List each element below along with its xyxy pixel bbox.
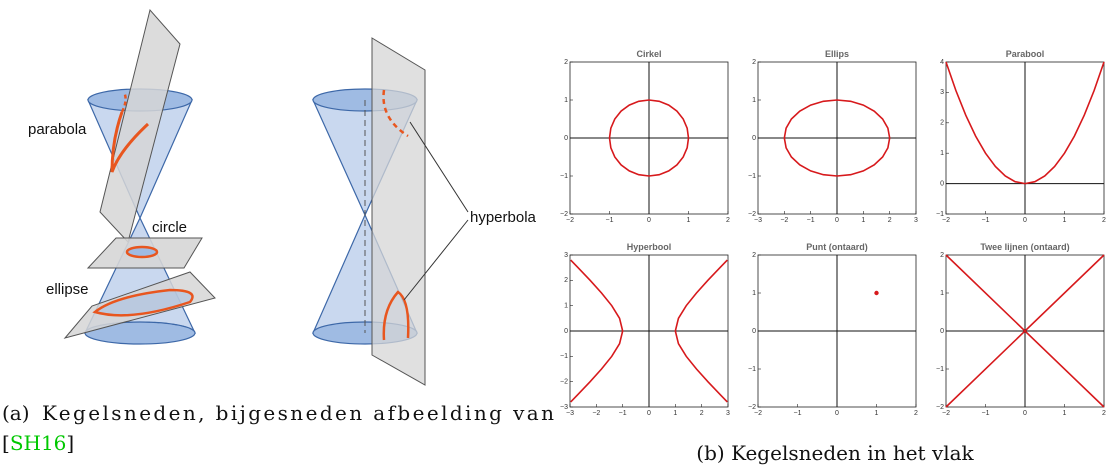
x-tick-label: −1 <box>807 217 815 224</box>
y-tick-label: 0 <box>564 135 568 142</box>
y-tick-label: 1 <box>752 97 756 104</box>
x-tick-label: 2 <box>726 217 730 224</box>
y-tick-label: 0 <box>940 180 944 187</box>
point <box>874 291 878 295</box>
x-tick-label: −1 <box>794 410 802 417</box>
y-tick-label: 1 <box>564 97 568 104</box>
y-tick-label: 0 <box>752 328 756 335</box>
x-tick-label: 0 <box>647 217 651 224</box>
x-tick-label: −2 <box>942 217 950 224</box>
plot-title: Cirkel <box>636 49 661 59</box>
x-tick-label: 3 <box>914 217 918 224</box>
label-ellipse: ellipse <box>46 281 89 298</box>
y-tick-label: −1 <box>748 173 756 180</box>
y-tick-label: 2 <box>940 120 944 127</box>
plot-title: Parabool <box>1006 49 1045 59</box>
x-tick-label: 2 <box>1102 217 1106 224</box>
x-tick-label: −1 <box>606 217 614 224</box>
x-tick-label: 1 <box>1063 410 1067 417</box>
y-tick-label: 1 <box>940 290 944 297</box>
plot: Cirkel −2 −1 0 1 2 −2 −1 0 1 2 <box>560 49 730 224</box>
x-tick-label: 0 <box>835 410 839 417</box>
y-tick-label: 1 <box>564 303 568 310</box>
citation: [SH16] <box>2 431 74 455</box>
y-tick-label: 2 <box>752 252 756 259</box>
x-tick-label: −1 <box>982 410 990 417</box>
y-tick-label: 1 <box>940 150 944 157</box>
x-tick-label: 2 <box>888 217 892 224</box>
x-tick-label: 1 <box>1063 217 1067 224</box>
y-tick-label: −1 <box>936 366 944 373</box>
x-tick-label: 1 <box>861 217 865 224</box>
y-tick-label: 0 <box>940 328 944 335</box>
caption-b: (b) Kegelsneden in het vlak <box>696 441 974 465</box>
y-tick-label: −2 <box>560 379 568 386</box>
x-tick-label: −2 <box>566 217 574 224</box>
y-tick-label: 2 <box>564 277 568 284</box>
x-tick-label: 0 <box>647 410 651 417</box>
y-tick-label: 0 <box>752 135 756 142</box>
x-tick-label: −2 <box>754 410 762 417</box>
y-tick-label: −1 <box>936 211 944 218</box>
y-tick-label: −1 <box>748 366 756 373</box>
x-tick-label: 2 <box>700 410 704 417</box>
y-tick-label: −2 <box>560 211 568 218</box>
x-tick-label: −1 <box>619 410 627 417</box>
y-tick-label: −1 <box>560 353 568 360</box>
plot-title: Punt (ontaard) <box>806 242 868 252</box>
x-tick-label: −2 <box>592 410 600 417</box>
x-tick-label: 1 <box>673 410 677 417</box>
y-tick-label: 2 <box>752 59 756 66</box>
x-tick-label: −2 <box>942 410 950 417</box>
x-tick-label: −2 <box>780 217 788 224</box>
caption-a: (a) Kegelsneden, bijgesneden afbeelding … <box>2 401 554 455</box>
y-tick-label: 2 <box>564 59 568 66</box>
citation-ref[interactable]: SH16 <box>10 431 67 455</box>
x-tick-label: −1 <box>982 217 990 224</box>
bracket: ] <box>66 431 74 455</box>
plot: Punt (ontaard) −2 −1 0 1 2 −2 −1 0 1 2 <box>748 242 918 417</box>
x-tick-label: 2 <box>1102 410 1106 417</box>
caption-label: (a) <box>2 401 30 425</box>
plot-title: Twee lijnen (ontaard) <box>980 242 1069 252</box>
y-tick-label: −2 <box>748 211 756 218</box>
x-tick-label: 2 <box>914 410 918 417</box>
y-tick-label: −2 <box>936 404 944 411</box>
bracket: [ <box>2 431 10 455</box>
plot: Hyperbool −3 −2 −1 0 1 2 3 −3 −2 −1 0 1 2 3 <box>560 242 730 417</box>
y-tick-label: −2 <box>748 404 756 411</box>
y-tick-label: 3 <box>564 252 568 259</box>
cone-illustration: parabola circle ellipse hyperbola <box>28 10 537 385</box>
plot: Twee lijnen (ontaard) −2 −1 0 1 2 −2 −1 0 1 2 <box>936 242 1106 417</box>
y-tick-label: 1 <box>752 290 756 297</box>
caption-text: Kegelsneden, bijgesneden afbeelding van <box>42 401 554 425</box>
x-tick-label: 0 <box>1023 410 1027 417</box>
plot-title: Hyperbool <box>627 242 672 252</box>
x-tick-label: −3 <box>566 410 574 417</box>
label-parabola: parabola <box>28 121 87 138</box>
label-hyperbola: hyperbola <box>470 209 537 226</box>
hyperbola-plane <box>372 38 425 385</box>
x-tick-label: 1 <box>687 217 691 224</box>
y-tick-label: 3 <box>940 89 944 96</box>
plot-title: Ellips <box>825 49 849 59</box>
y-tick-label: −3 <box>560 404 568 411</box>
y-tick-label: 0 <box>564 328 568 335</box>
y-tick-label: 2 <box>940 252 944 259</box>
page: parabola circle ellipse hyperbola (a) Ke… <box>0 0 1107 469</box>
x-tick-label: 1 <box>875 410 879 417</box>
x-tick-label: 0 <box>835 217 839 224</box>
x-tick-label: 3 <box>726 410 730 417</box>
x-tick-label: 0 <box>1023 217 1027 224</box>
x-tick-label: −3 <box>754 217 762 224</box>
y-tick-label: 4 <box>940 59 944 66</box>
circle-curve <box>127 247 157 257</box>
label-circle: circle <box>152 219 187 236</box>
y-tick-label: −1 <box>560 173 568 180</box>
